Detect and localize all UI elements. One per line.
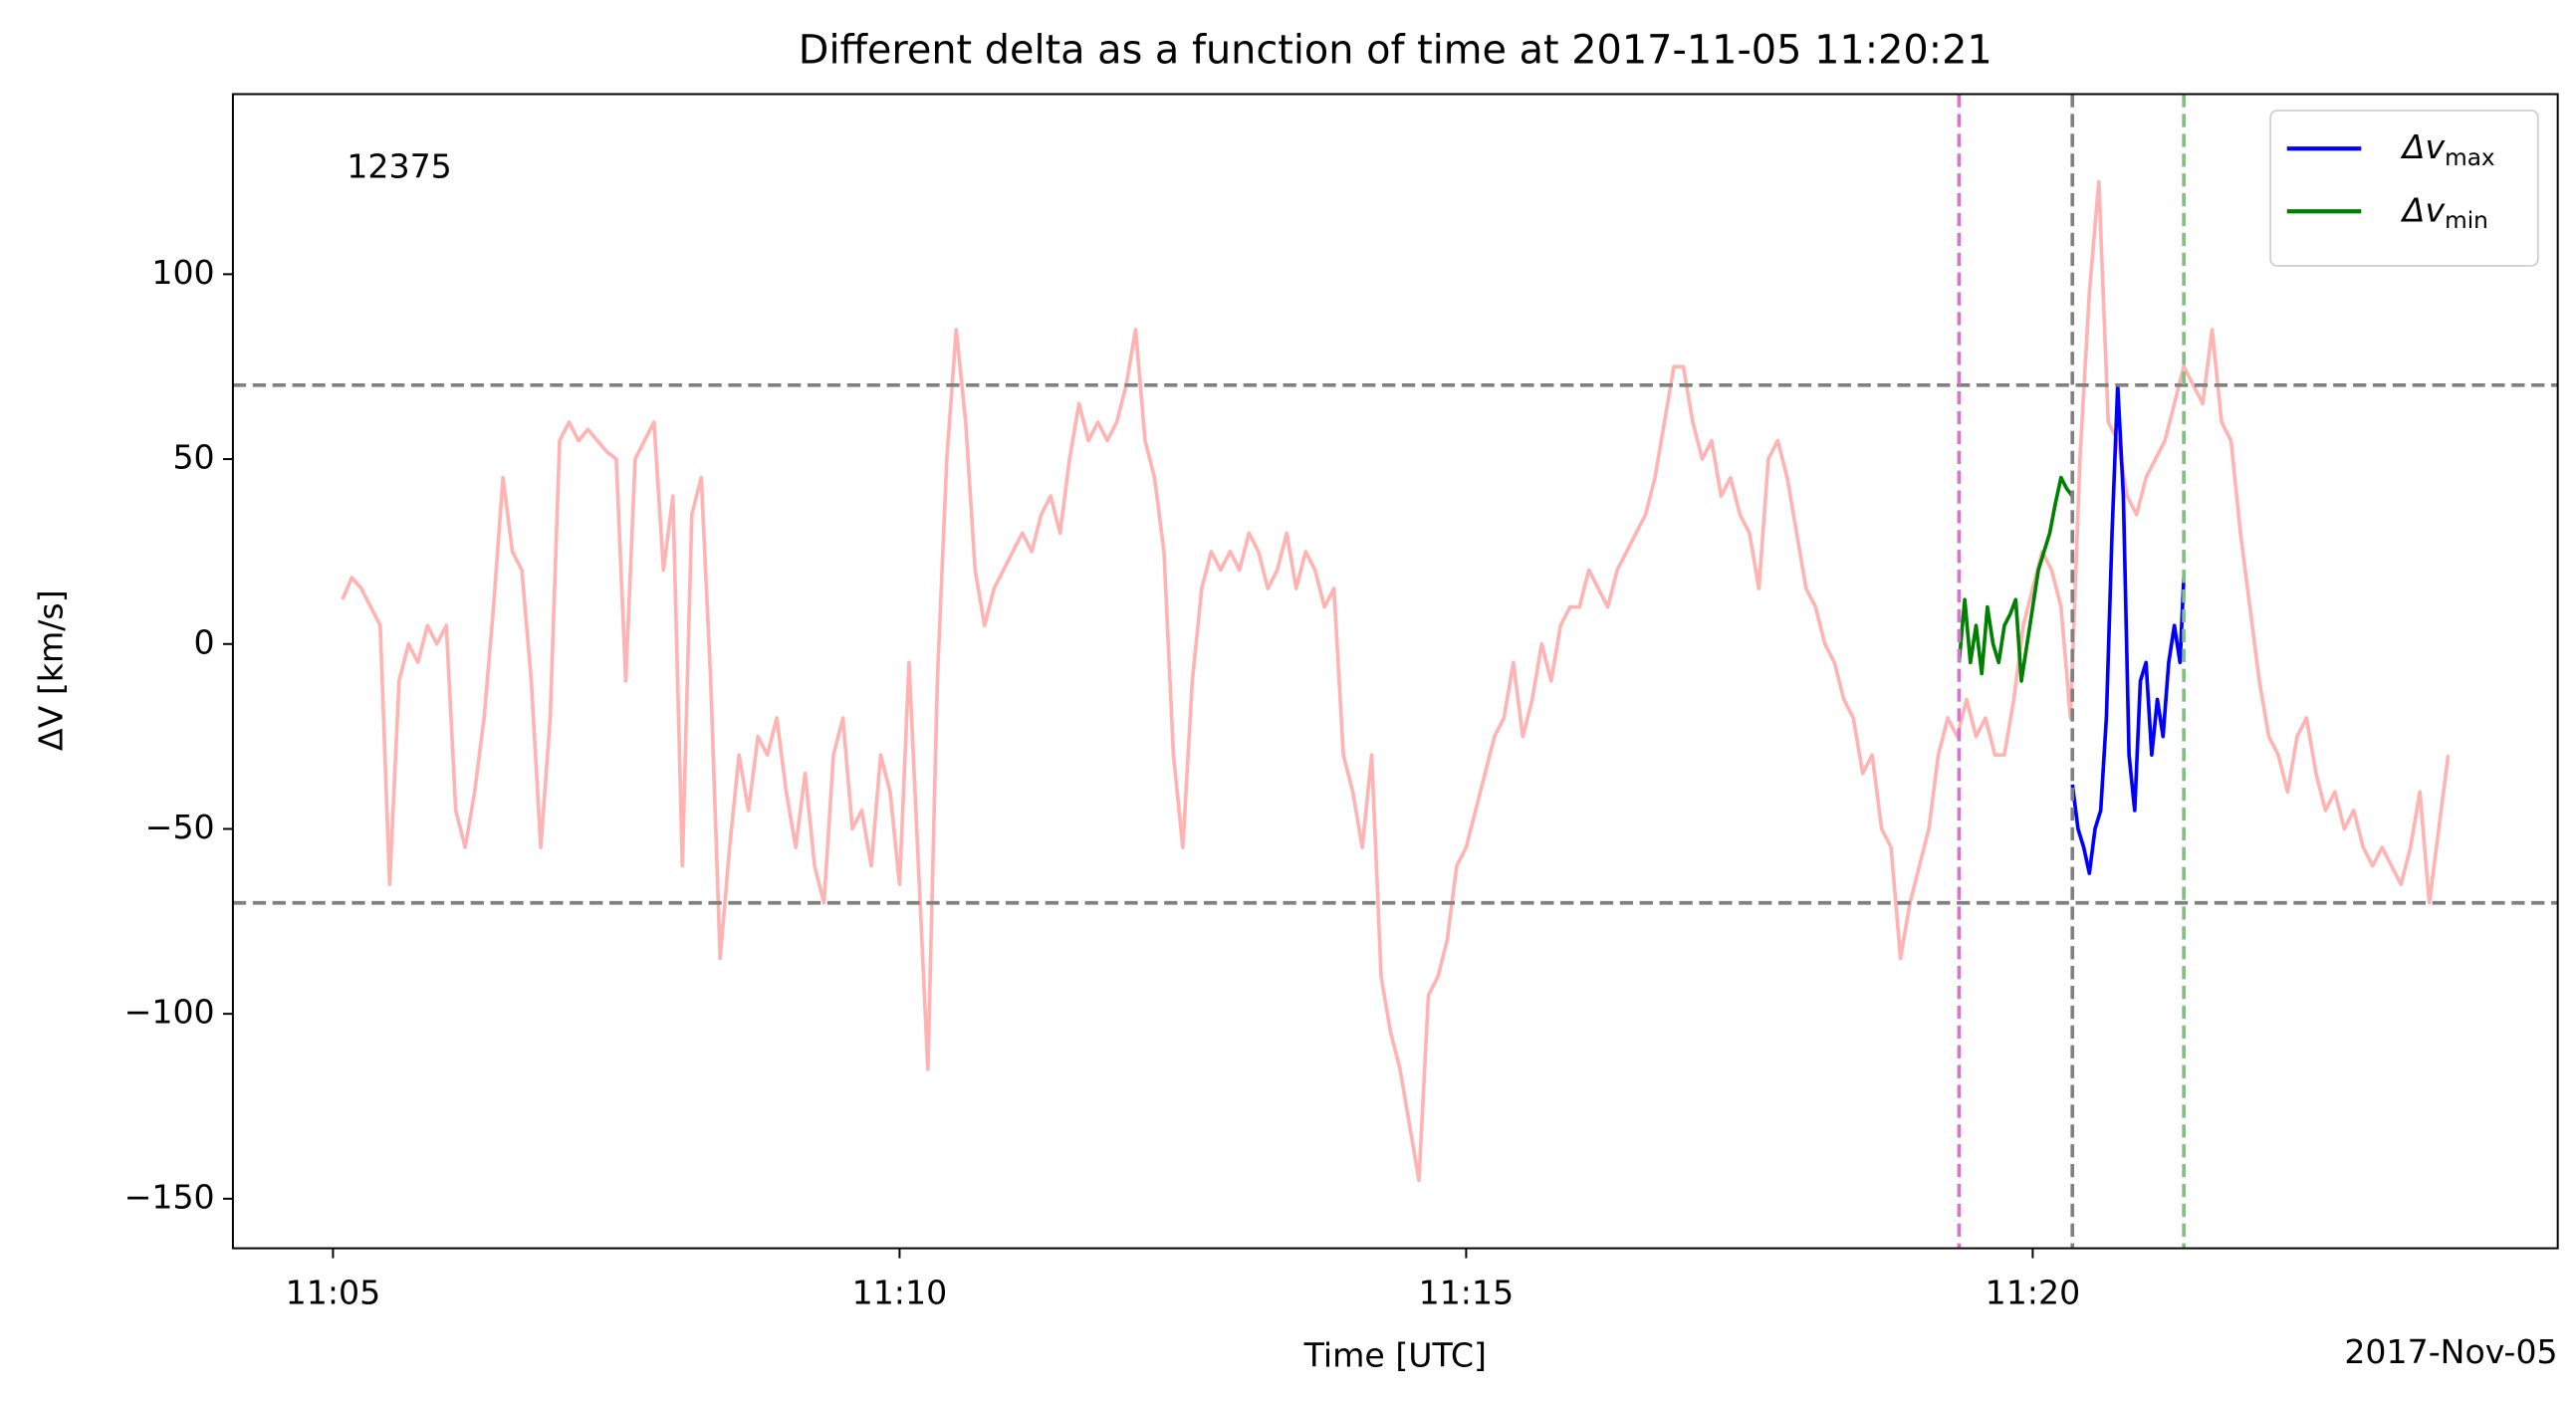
x-tick-label: 11:20 [1986,1274,2081,1312]
legend-label: Δvmax [2400,127,2495,171]
x-axis-label: Time [UTC] [1303,1336,1487,1375]
y-tick-label: −50 [145,808,215,846]
y-axis-label: ΔV [km/s] [32,589,71,751]
annotation: 12375 [347,147,451,186]
y-tick-label: 100 [151,253,214,292]
legend-name: Δv [2400,127,2447,166]
data-line [2070,382,2186,875]
legend-name: Δv [2400,190,2447,229]
legend-subscript: max [2445,144,2495,171]
x-tick-label: 11:05 [286,1274,381,1312]
plot-area [232,94,2558,1249]
chart-title: Different delta as a function of time at… [799,28,1992,74]
y-tick-label: 0 [194,622,215,661]
data-line [341,179,2451,1183]
y-tick-label: −100 [124,993,215,1032]
axes-frame [231,93,2559,1250]
legend-subscript: min [2445,207,2488,234]
data-line [1957,475,2074,683]
y-tick-label: 50 [172,438,214,477]
x-tick-label: 11:10 [852,1274,948,1312]
y-tick-label: −150 [124,1177,215,1216]
date-label: 2017-Nov-05 [2344,1332,2557,1371]
x-tick-label: 11:15 [1419,1274,1515,1312]
legend-label: Δvmin [2400,190,2488,234]
